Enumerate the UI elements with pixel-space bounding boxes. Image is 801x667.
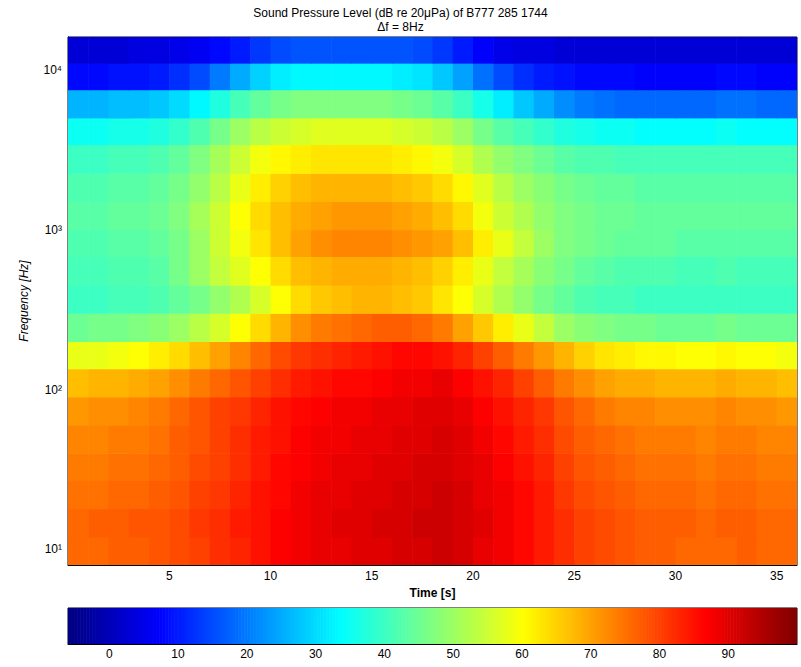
- svg-text:Time [s]: Time [s]: [410, 586, 456, 600]
- svg-text:10: 10: [264, 569, 278, 583]
- svg-text:15: 15: [365, 569, 379, 583]
- svg-text:Sound Pressure Level (dB re 20: Sound Pressure Level (dB re 20μPa) of B7…: [253, 6, 548, 20]
- svg-text:0: 0: [106, 647, 113, 661]
- svg-text:Δf = 8Hz: Δf = 8Hz: [377, 20, 423, 34]
- svg-text:25: 25: [568, 569, 582, 583]
- svg-text:90: 90: [722, 647, 736, 661]
- svg-text:35: 35: [770, 569, 784, 583]
- svg-text:10²: 10²: [45, 383, 62, 397]
- svg-text:50: 50: [446, 647, 460, 661]
- svg-text:5: 5: [166, 569, 173, 583]
- svg-text:10³: 10³: [45, 223, 62, 237]
- svg-text:30: 30: [309, 647, 323, 661]
- svg-text:80: 80: [653, 647, 667, 661]
- svg-text:20: 20: [240, 647, 254, 661]
- svg-text:30: 30: [669, 569, 683, 583]
- svg-text:40: 40: [378, 647, 392, 661]
- svg-text:70: 70: [584, 647, 598, 661]
- svg-text:Frequency [Hz]: Frequency [Hz]: [17, 260, 31, 342]
- svg-text:10⁴: 10⁴: [43, 63, 62, 77]
- svg-text:10: 10: [171, 647, 185, 661]
- svg-text:10¹: 10¹: [45, 542, 62, 556]
- svg-text:20: 20: [466, 569, 480, 583]
- svg-text:60: 60: [515, 647, 529, 661]
